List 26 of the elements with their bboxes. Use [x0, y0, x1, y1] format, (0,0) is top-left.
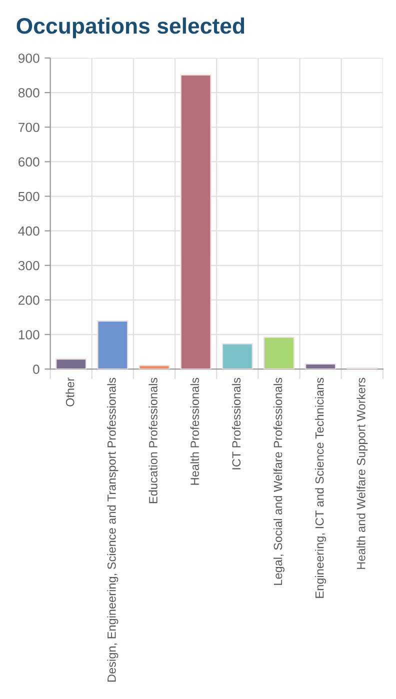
x-tick-label: Design, Engineering, Science and Transport Professionals: [107, 378, 118, 682]
bar: [222, 343, 253, 370]
y-tick-label: 300: [18, 260, 40, 270]
bar: [56, 358, 87, 370]
bar: [180, 74, 212, 370]
bar: [263, 336, 295, 370]
bar: [138, 365, 170, 370]
y-tick-label: 600: [18, 157, 40, 167]
x-tick-label: Legal, Social and Welfare Professionals: [273, 378, 284, 585]
y-tick-label: 700: [18, 122, 40, 132]
y-tick-label: 500: [18, 192, 40, 202]
bar: [305, 363, 336, 370]
y-tick-label: 400: [18, 226, 40, 236]
x-tick-label: Health Professionals: [190, 378, 199, 485]
x-tick-label: Engineering, ICT and Science Technicians: [315, 378, 326, 598]
x-tick-label: Health and Welfare Support Workers: [356, 378, 368, 569]
x-tick-label: Other: [66, 378, 74, 406]
y-tick-label: 900: [18, 54, 40, 63]
y-tick-label: 0: [33, 364, 40, 374]
y-tick-label: 100: [18, 330, 40, 340]
y-tick-label: 200: [18, 296, 40, 305]
x-tick-label: ICT Professionals: [232, 378, 241, 470]
chart-title: Occupations selected: [16, 17, 244, 38]
bar: [97, 320, 128, 370]
y-tick-label: 800: [18, 88, 40, 98]
x-tick-label: Education Professionals: [148, 378, 158, 504]
